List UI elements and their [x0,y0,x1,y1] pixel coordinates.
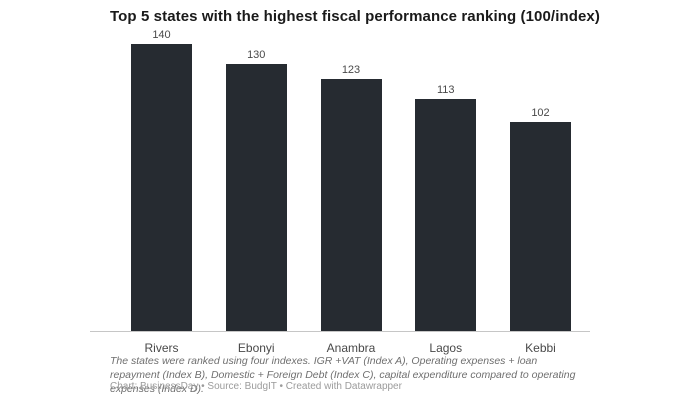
bar-column: 113 Lagos [415,30,477,355]
x-axis-category-label: Ebonyi [237,341,275,355]
bar-track: 123 [320,30,382,331]
x-axis-category-label: Rivers [144,341,179,355]
bar-value-label: 113 [436,84,455,96]
footnote: The states were ranked using four indexe… [110,355,576,395]
bar-track: 130 [225,30,287,331]
x-axis-category-label: Anambra [326,341,376,355]
bar-track: 140 [131,29,192,331]
x-axis-category-label: Kebbi [525,341,556,355]
attribution: Chart: BusinessDay • Source: BudgIT • Cr… [110,381,402,392]
chart-title: Top 5 states with the highest fiscal per… [110,8,600,25]
bar: 123 [320,64,382,331]
bar: 113 [415,84,477,331]
bar-track: 113 [415,30,477,331]
bar-column: 130 Ebonyi [225,30,287,355]
bar-value-label: 130 [247,49,266,61]
bar: 130 [225,49,287,331]
bars-container: 140 Rivers 130 Ebonyi 123 Anambra 113 Lagos 102 K… [90,29,590,355]
bar-column: 123 Anambra [320,30,382,355]
x-axis-category-label: Lagos [429,341,463,355]
bar-track: 102 [510,30,571,331]
bar: 102 [510,107,571,331]
plot-area: 140 Rivers 130 Ebonyi 123 Anambra 113 Lagos 102 K… [90,29,590,355]
bar-value-label: 123 [341,64,361,76]
bar-value-label: 102 [531,107,550,119]
bar-value-label: 140 [152,29,171,41]
bar-column: 102 Kebbi [510,30,571,355]
bar: 140 [131,29,192,331]
bar-column: 140 Rivers [131,29,192,355]
x-axis-line [90,331,590,332]
